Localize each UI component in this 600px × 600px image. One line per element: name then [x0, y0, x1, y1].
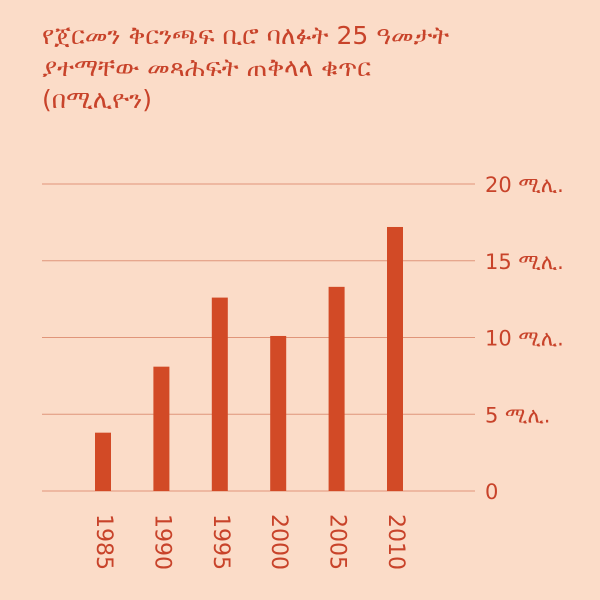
bar-1995: [211, 297, 228, 491]
bar-1985: [95, 432, 111, 491]
x-tick-label-1985: 1985: [91, 514, 116, 570]
bar-1990: [153, 366, 170, 491]
x-tick-label-2005: 2005: [325, 514, 350, 570]
bar-2010: [387, 226, 403, 492]
x-tick-label-2010: 2010: [383, 514, 408, 570]
chart-title: የጀርመን ቅርንጫፍ ቢሮ ባለፉት 25 ዓመታት ያተማቸው መጻሕፍት …: [42, 20, 582, 116]
y-tick-label-10: 10 ሚሊ.: [485, 327, 564, 351]
y-tick-label-5: 5 ሚሊ.: [485, 403, 550, 427]
chart-title-line-1: የጀርመን ቅርንጫፍ ቢሮ ባለፉት 25 ዓመታት: [42, 21, 450, 50]
chart-title-line-2: ያተማቸው መጻሕፍት ጠቅላላ ቁጥር: [42, 53, 371, 82]
y-tick-label-0: 0: [485, 480, 498, 504]
y-tick-label-15: 15 ሚሊ.: [485, 250, 564, 274]
bar-2000: [270, 335, 287, 491]
y-tick-label-20: 20 ሚሊ.: [485, 173, 564, 197]
chart-title-line-3: (በሚሊዮን): [42, 85, 152, 114]
x-tick-label-2000: 2000: [266, 514, 291, 570]
x-tick-label-1990: 1990: [149, 514, 174, 570]
x-tick-label-1995: 1995: [208, 514, 233, 570]
bar-2005: [328, 286, 345, 491]
